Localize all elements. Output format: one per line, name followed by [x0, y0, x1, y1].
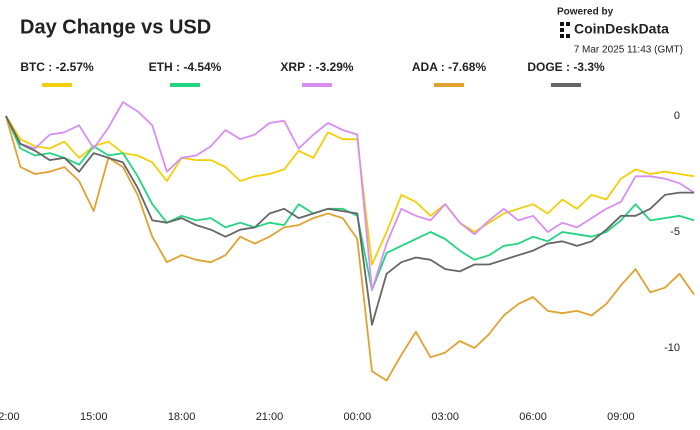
x-tick-label: 21:00: [256, 411, 284, 423]
y-tick-label: -10: [664, 342, 680, 354]
brand-logo: [560, 22, 570, 38]
x-tick-label: 12:00: [0, 411, 20, 423]
x-tick-label: 18:00: [168, 411, 196, 423]
series-line: [5, 115, 695, 382]
y-tick-label: 0: [674, 110, 680, 122]
legend-label: DOGE : -3.3%: [527, 60, 605, 74]
legend-label: ETH : -4.54%: [149, 60, 222, 74]
series-line: [5, 115, 695, 326]
x-tick-label: 03:00: [431, 411, 459, 423]
brand: CoinDeskData: [574, 21, 669, 37]
x-tick-label: 15:00: [80, 411, 108, 423]
series-line: [5, 115, 695, 266]
y-tick-label: -5: [670, 226, 680, 238]
legend-label: XRP : -3.29%: [280, 60, 353, 74]
legend-label: BTC : -2.57%: [20, 60, 94, 74]
legend-label: ADA : -7.68%: [412, 60, 487, 74]
timestamp: 7 Mar 2025 11:43 (GMT): [574, 45, 683, 56]
x-tick-label: 09:00: [607, 411, 635, 423]
series-line: [5, 101, 695, 291]
x-tick-label: 00:00: [344, 411, 372, 423]
powered-by: Powered by: [557, 7, 614, 18]
x-tick-label: 06:00: [519, 411, 547, 423]
chart-title: Day Change vs USD: [20, 16, 211, 38]
